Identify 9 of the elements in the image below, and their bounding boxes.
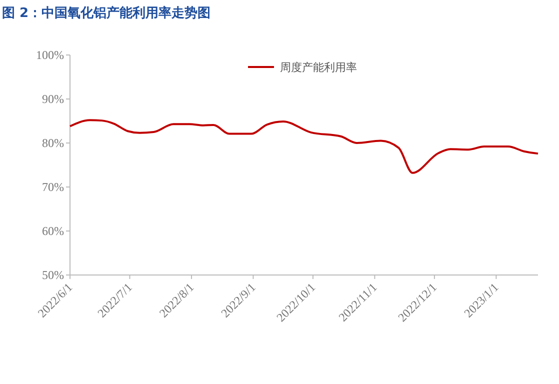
y-tick-label: 80% [42,136,64,150]
y-tick-label: 50% [42,268,64,282]
y-tick-label: 60% [42,224,64,238]
legend-label: 周度产能利用率 [280,60,357,74]
y-tick-label: 100% [36,48,64,62]
y-tick-label: 90% [42,92,64,106]
chart-title: 图 2：中国氧化铝产能利用率走势图 [2,5,211,21]
y-tick-label: 70% [42,180,64,194]
line-series [69,119,539,174]
